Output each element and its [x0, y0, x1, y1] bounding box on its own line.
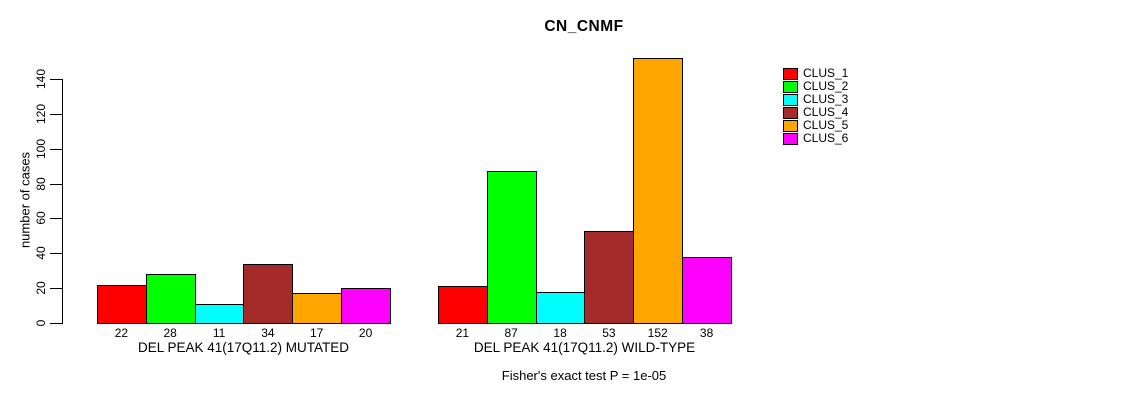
y-axis-tick [50, 184, 62, 185]
bar-value-label: 22 [114, 326, 129, 340]
y-axis-tick [50, 323, 62, 324]
bar [584, 230, 634, 324]
legend-item: CLUS_6 [783, 132, 848, 145]
y-axis-tick [50, 288, 62, 289]
legend: CLUS_1 CLUS_2 CLUS_3 CLUS_4 CLUS_5 CLUS_6 [783, 67, 848, 145]
bar [243, 263, 293, 324]
bar-value-label: 152 [647, 326, 668, 340]
y-axis-tick-label: 140 [34, 68, 48, 89]
legend-item: CLUS_5 [783, 119, 848, 132]
bar [146, 274, 196, 324]
bar [682, 256, 732, 324]
y-axis-tick-label: 80 [34, 176, 48, 191]
legend-swatch [783, 132, 798, 145]
legend-label: CLUS_1 [803, 66, 849, 80]
y-axis-tick [50, 253, 62, 254]
legend-swatch [783, 106, 798, 119]
bar-value-label: 53 [602, 326, 616, 340]
legend-item: CLUS_2 [783, 80, 848, 93]
bar-value-label: 34 [261, 326, 275, 340]
y-axis-tick-label: 40 [34, 246, 48, 260]
bar [536, 291, 585, 324]
bar-value-label: 21 [455, 326, 470, 340]
bar-value-label: 20 [358, 326, 373, 340]
bar-value-label: 28 [163, 326, 177, 340]
legend-item: CLUS_4 [783, 106, 848, 119]
legend-label: CLUS_3 [803, 92, 849, 106]
legend-label: CLUS_2 [803, 79, 849, 93]
legend-swatch [783, 67, 798, 80]
legend-label: CLUS_4 [803, 105, 849, 119]
y-axis-label: number of cases [17, 151, 33, 249]
bar [438, 286, 488, 324]
bar-value-label: 87 [504, 326, 518, 340]
y-axis-tick-label: 20 [34, 281, 48, 295]
bar [97, 284, 147, 324]
legend-item: CLUS_3 [783, 93, 848, 106]
y-axis-tick [50, 218, 62, 219]
y-axis-tick-label: 120 [34, 103, 48, 124]
bar-value-label: 18 [553, 326, 567, 340]
y-axis-tick-label: 100 [34, 138, 48, 159]
y-axis-tick [50, 149, 62, 150]
y-axis-tick-label: 60 [34, 211, 48, 226]
group-axis-label: DEL PEAK 41(17Q11.2) MUTATED [137, 340, 350, 355]
legend-swatch [783, 93, 798, 106]
y-axis-tick [50, 114, 62, 115]
bar-value-label: 11 [212, 326, 226, 340]
legend-label: CLUS_5 [803, 118, 849, 132]
bar-value-label: 17 [310, 326, 324, 340]
legend-label: CLUS_6 [803, 131, 849, 145]
annotation-text: Fisher's exact test P = 1e-05 [501, 368, 667, 383]
bar [195, 303, 244, 324]
legend-swatch [783, 80, 798, 93]
y-axis-line [62, 78, 63, 324]
legend-swatch [783, 119, 798, 132]
bar [633, 58, 683, 324]
legend-item: CLUS_1 [783, 67, 848, 80]
group-axis-label: DEL PEAK 41(17Q11.2) WILD-TYPE [473, 340, 696, 355]
bar [341, 288, 391, 324]
bar [292, 293, 342, 324]
chart-title: CN_CNMF [544, 18, 624, 35]
y-axis-tick-label: 0 [34, 319, 48, 327]
bar [487, 171, 537, 324]
bar-value-label: 38 [699, 326, 714, 340]
y-axis-tick [50, 79, 62, 80]
